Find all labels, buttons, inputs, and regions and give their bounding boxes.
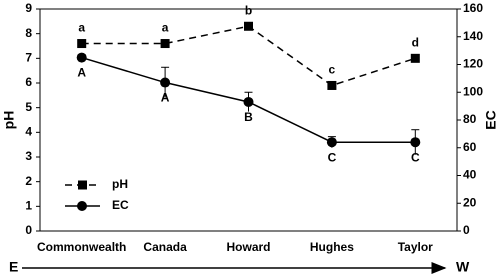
y2-tick-label: 160 <box>463 1 483 15</box>
y2-tick-label: 140 <box>463 29 483 43</box>
point-label: c <box>329 63 336 77</box>
point <box>410 53 420 63</box>
y-tick-label: 9 <box>25 1 32 15</box>
point-label: C <box>328 150 337 164</box>
y2-axis-title: EC <box>483 110 499 129</box>
point-label: b <box>245 3 252 17</box>
point-label: A <box>77 66 86 80</box>
series-line <box>81 25 416 87</box>
legend-label: EC <box>112 198 129 212</box>
y2-tick-label: 40 <box>463 168 477 182</box>
y-axis-title: pH <box>1 111 17 130</box>
x-tick-label: Commonwealth <box>37 240 126 254</box>
x-tick-label: Taylor <box>398 240 433 254</box>
point-label: C <box>411 150 420 164</box>
y2-tick-label: 100 <box>463 84 483 98</box>
legend-label: pH <box>112 177 128 191</box>
y-tick-label: 5 <box>25 100 32 114</box>
y2-tick-label: 80 <box>463 112 477 126</box>
y2-tick-label: 60 <box>463 140 477 154</box>
y-tick-label: 0 <box>25 223 32 237</box>
y-tick-label: 1 <box>25 199 32 213</box>
point <box>244 21 253 31</box>
point <box>160 39 170 49</box>
legend-marker <box>77 201 87 211</box>
point <box>243 96 254 107</box>
point <box>77 39 87 49</box>
x-tick-label: Canada <box>143 240 187 254</box>
point-label: A <box>161 91 170 105</box>
point <box>326 137 337 148</box>
point-label: a <box>162 21 169 35</box>
y-tick-label: 6 <box>25 75 32 89</box>
y-tick-label: 4 <box>25 125 32 139</box>
y-tick-label: 7 <box>25 51 32 65</box>
point-label: B <box>244 110 253 124</box>
point <box>410 137 421 148</box>
x-tick-label: Hughes <box>310 240 354 254</box>
point-label: a <box>78 21 85 35</box>
direction-start: E <box>9 259 18 275</box>
x-tick-label: Howard <box>226 240 270 254</box>
y-tick-label: 3 <box>25 149 32 163</box>
y-tick-label: 8 <box>25 26 32 40</box>
point <box>160 77 171 88</box>
point-label: d <box>412 36 419 50</box>
point <box>327 80 337 90</box>
legend-marker <box>78 180 87 190</box>
direction-end: W <box>456 259 470 275</box>
y-tick-label: 2 <box>25 174 32 188</box>
point <box>76 52 87 63</box>
y2-tick-label: 120 <box>463 57 483 71</box>
y2-tick-label: 0 <box>463 223 470 237</box>
y2-tick-label: 20 <box>463 195 477 209</box>
